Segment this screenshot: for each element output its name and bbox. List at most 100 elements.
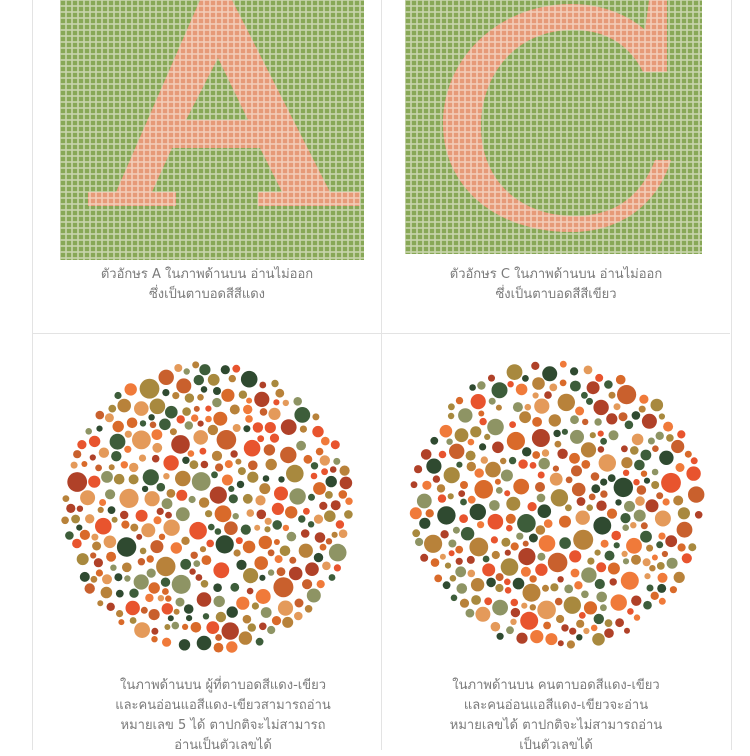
plate-dot: [80, 490, 96, 506]
plate-dot: [600, 478, 608, 486]
plate-dot: [313, 482, 326, 495]
plate-dot: [148, 414, 155, 421]
plate-dot: [254, 524, 261, 531]
plate-dot: [437, 506, 456, 525]
plate-dot: [449, 443, 465, 459]
plate-dot: [299, 425, 307, 433]
plate-dot: [109, 433, 126, 450]
plate-dot: [214, 528, 222, 535]
plate-dot: [455, 566, 467, 578]
plate-dot: [101, 471, 113, 483]
plate-dot: [304, 605, 313, 613]
plate-dot: [532, 451, 541, 459]
plate-dot: [448, 403, 455, 411]
plate-dot: [633, 509, 646, 522]
plate-dot: [666, 434, 674, 442]
plate-dot: [580, 442, 597, 458]
plate-dot: [643, 600, 652, 610]
plate-dot: [520, 566, 531, 577]
caption-number-plate-left: ในภาพด้านบน ผู้ที่ตาบอดสีแดง-เขียว และคน…: [33, 676, 413, 756]
plate-dot: [274, 555, 283, 564]
plate-dot: [591, 484, 601, 494]
ishihara-dot-plate-number-5: [61, 361, 353, 653]
plate-dot: [238, 631, 253, 645]
plate-dot: [264, 422, 276, 434]
plate-dot: [267, 569, 275, 576]
plate-dot: [165, 405, 178, 419]
plate-dot: [213, 411, 228, 426]
plate-dot: [631, 595, 642, 606]
plate-dot: [655, 431, 664, 440]
plate-dot: [141, 523, 156, 538]
plate-dot: [650, 591, 659, 600]
plate-dot: [171, 574, 191, 594]
plate-dot: [570, 429, 584, 444]
plate-dot: [282, 524, 290, 532]
plate-dot: [186, 615, 193, 622]
plate-dot: [333, 564, 341, 572]
plate-dot: [79, 529, 90, 540]
plate-dot: [300, 529, 310, 538]
plate-dot: [339, 476, 353, 490]
plate-dot: [456, 461, 463, 468]
plate-dot: [280, 419, 297, 435]
plate-dot: [128, 474, 139, 485]
plate-dot: [195, 574, 203, 581]
plate-dot: [120, 461, 128, 469]
plate-dot: [124, 383, 137, 396]
plate-dot: [338, 490, 348, 499]
plate-dot: [142, 469, 159, 486]
plate-dot: [471, 595, 481, 605]
plate-dot: [531, 429, 550, 447]
plate-dot: [339, 465, 350, 476]
plate-dot: [296, 440, 306, 451]
plate-dot: [151, 627, 159, 635]
plate-dot: [182, 456, 190, 464]
plate-dot: [133, 574, 149, 590]
plate-dot: [134, 401, 149, 416]
plate-dot: [529, 604, 536, 611]
plate-dot: [313, 552, 324, 563]
plate-dot: [88, 475, 101, 488]
plate-dot: [443, 467, 460, 484]
plate-dot: [95, 464, 102, 472]
plate-dot: [593, 613, 604, 625]
plate-dot: [494, 478, 501, 485]
plate-dot: [631, 411, 641, 420]
plate-dot: [221, 622, 239, 640]
plate-dot: [646, 584, 654, 592]
plate-dot: [169, 428, 177, 436]
plate-dot: [450, 594, 458, 602]
plate-dot: [559, 379, 567, 387]
plate-dot: [600, 490, 608, 498]
plate-dot: [604, 380, 613, 389]
plate-dot: [501, 537, 511, 547]
plate-dot: [288, 566, 303, 581]
plate-dot: [488, 374, 495, 382]
plate-dot: [582, 418, 589, 426]
plate-dot: [246, 509, 255, 517]
plate-dot: [538, 457, 550, 470]
plate-dot: [519, 411, 531, 424]
plate-dot: [76, 505, 84, 512]
plate-dot: [232, 424, 241, 432]
plate-dot: [530, 630, 544, 644]
plate-dot: [569, 627, 577, 635]
plate-dot: [536, 493, 546, 503]
plate-dot: [208, 523, 215, 531]
plate-dot: [622, 558, 630, 565]
plate-dot: [535, 525, 546, 535]
plate-dot: [486, 577, 496, 588]
plate-dot: [313, 514, 324, 524]
plate-dot: [246, 397, 253, 404]
plate-dot: [106, 551, 117, 562]
plate-dot: [289, 488, 306, 505]
plate-dot: [611, 530, 621, 541]
plate-dot: [520, 611, 539, 630]
plate-dot: [504, 587, 512, 594]
letter-c-grid-plate: [405, 0, 702, 254]
plate-dot: [111, 451, 122, 462]
plate-dot: [561, 428, 568, 435]
plate-dot: [62, 495, 70, 502]
plate-dot: [178, 639, 191, 651]
